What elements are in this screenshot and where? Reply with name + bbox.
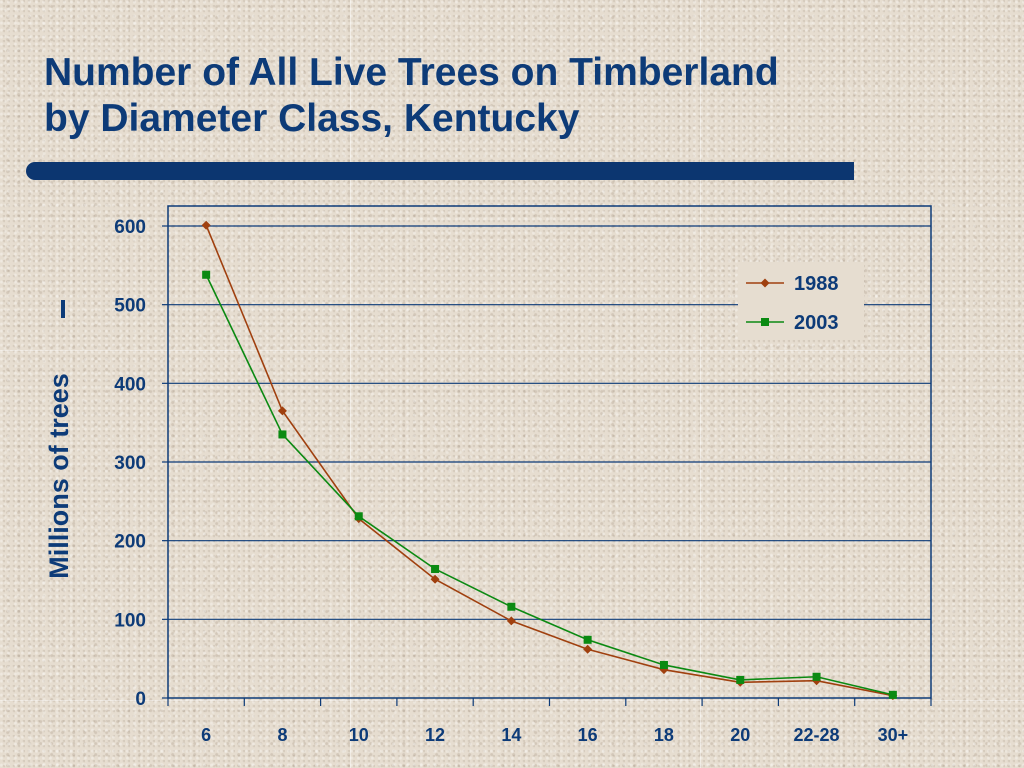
x-tick-label: 8 (277, 725, 287, 745)
y-tick-label: 100 (114, 610, 146, 631)
slide-title-line-2: by Diameter Class, Kentucky (44, 97, 580, 140)
data-point-2003 (202, 270, 211, 279)
y-tick-label: 400 (114, 374, 146, 395)
x-tick-label: 20 (730, 725, 750, 745)
legend-item-2003: 2003 (746, 312, 839, 334)
x-tick-label: 16 (578, 725, 598, 745)
data-point-2003 (812, 672, 821, 681)
legend-item-1988: 1988 (746, 273, 839, 295)
legend: 1988 2003 (738, 262, 864, 340)
y-tick-label: 600 (114, 217, 146, 238)
background-seam (350, 0, 351, 768)
background-seam (700, 0, 701, 768)
data-point-1988 (506, 616, 516, 626)
y-tick-label: 300 (114, 453, 146, 474)
data-point-1988 (201, 220, 211, 230)
x-tick-label: 22-28 (794, 725, 840, 745)
x-tick-label: 14 (501, 725, 521, 745)
x-tick-label: 10 (349, 725, 369, 745)
data-point-2003 (736, 675, 745, 684)
x-tick-label: 12 (425, 725, 445, 745)
y-tick-label: 500 (114, 296, 146, 317)
data-point-2003 (659, 660, 668, 669)
y-axis-ticks: 0 100 200 300 400 500 600 (114, 217, 168, 710)
data-point-2003 (278, 430, 287, 439)
slide-title: Number of All Live Trees on Timberland b… (44, 50, 944, 142)
data-point-2003 (431, 564, 440, 573)
x-tick-label: 30+ (878, 725, 909, 745)
series-line-1988 (205, 224, 894, 697)
slide-title-line-1: Number of All Live Trees on Timberland (44, 51, 779, 94)
x-tick-label: 6 (201, 725, 211, 745)
data-point-2003 (888, 690, 897, 699)
legend-swatch-marker (761, 318, 769, 326)
data-point-2003 (507, 602, 516, 611)
series-2003 (202, 270, 897, 699)
x-tick-label: 18 (654, 725, 674, 745)
data-point-1988 (277, 406, 287, 416)
legend-label: 2003 (794, 312, 839, 334)
data-point-1988 (583, 644, 593, 654)
y-tick-label: 200 (114, 532, 146, 553)
title-underline-bar (26, 162, 854, 180)
series-layer (201, 220, 898, 701)
y-tick-label: 0 (135, 689, 146, 710)
data-point-2003 (583, 635, 592, 644)
legend-label: 1988 (794, 273, 839, 295)
data-point-2003 (354, 512, 363, 521)
x-axis-ticks: 6 8 10 12 14 16 18 20 22-28 30+ (167, 698, 932, 745)
y-axis-label: Millions of trees (44, 373, 74, 579)
legend-box (738, 262, 864, 340)
background-seam (0, 350, 1024, 351)
series-line-2003 (205, 274, 894, 696)
data-point-1988 (430, 574, 440, 584)
background-seam (0, 700, 1024, 701)
legend-swatch-marker (760, 278, 770, 288)
